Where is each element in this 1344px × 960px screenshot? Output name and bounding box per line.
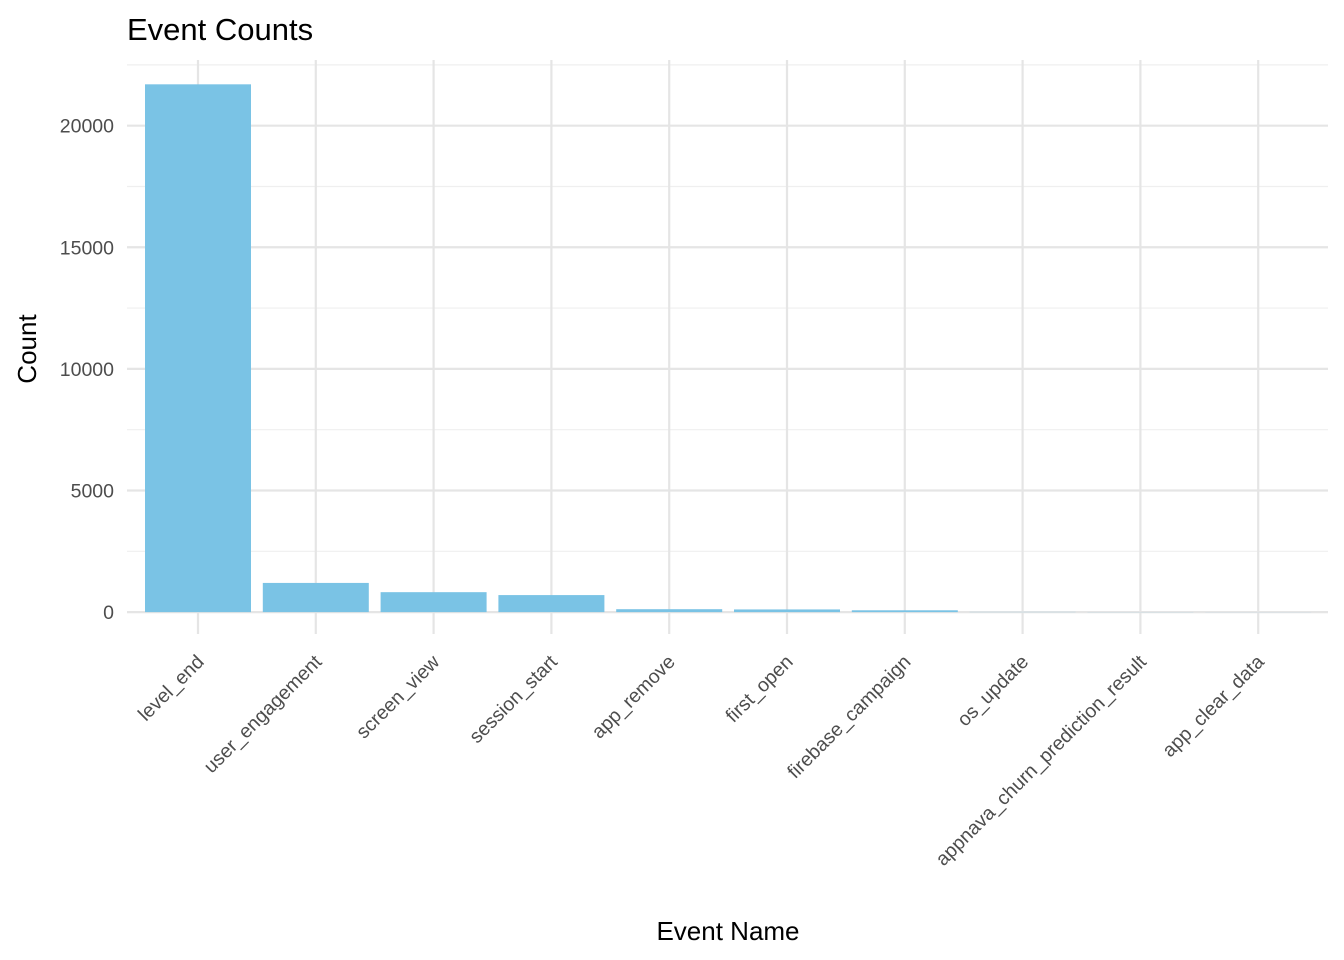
chart-title: Event Counts: [127, 12, 313, 47]
x-tick-label: level_end: [134, 651, 209, 726]
y-tick-labels: 0 5000 10000 15000 20000: [60, 116, 114, 624]
grid-lines: [127, 60, 1328, 634]
y-tick-label: 10000: [60, 359, 114, 381]
x-tick-label: os_update: [953, 651, 1033, 731]
x-tick-label: appnava_churn_prediction_result: [931, 651, 1151, 871]
y-tick-label: 5000: [71, 481, 115, 503]
x-tick-label: firebase_campaign: [783, 651, 915, 783]
bar-user-engagement: [262, 582, 369, 613]
x-axis-title: Event Name: [656, 916, 799, 946]
bar-screen-view: [380, 592, 487, 613]
x-tick-label: app_clear_data: [1158, 651, 1269, 762]
y-tick-label: 15000: [60, 237, 114, 259]
x-tick-label: session_start: [465, 651, 562, 748]
bars: [145, 84, 1312, 613]
x-tick-label: screen_view: [352, 650, 445, 743]
bar-firebase-campaign: [851, 610, 958, 613]
y-axis-title: Count: [12, 314, 42, 384]
bar-app-remove: [616, 609, 723, 613]
x-tick-label: user_engagement: [200, 651, 327, 778]
bar-first-open: [734, 609, 840, 613]
x-tick-label: app_remove: [588, 651, 680, 743]
bar-level-end: [145, 84, 251, 613]
bar-session-start: [498, 595, 605, 613]
y-tick-label: 20000: [60, 116, 114, 138]
y-tick-label: 0: [103, 602, 114, 624]
x-tick-label: first_open: [721, 651, 797, 727]
